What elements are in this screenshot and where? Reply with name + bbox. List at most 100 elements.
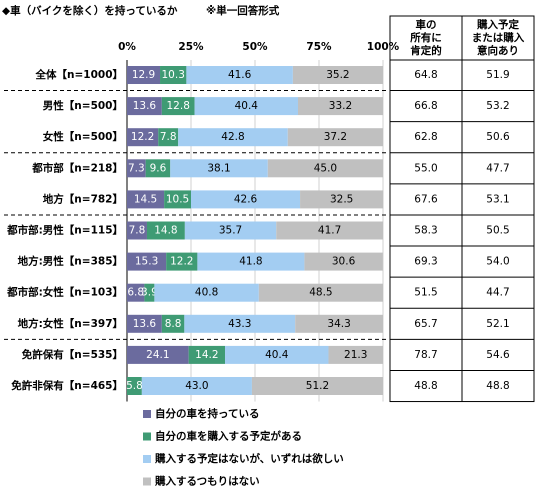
y-tick-label: 地方:男性【n=385】 xyxy=(18,255,123,268)
bar-segment xyxy=(158,128,179,147)
legend-swatch xyxy=(143,477,151,486)
bar-segment xyxy=(188,345,226,364)
data-label: 7.3 xyxy=(128,162,145,174)
table-cell: 67.6 xyxy=(414,193,438,205)
bar-segment xyxy=(298,97,383,116)
table-cell: 51.5 xyxy=(414,287,437,299)
legend-swatch xyxy=(143,432,151,441)
bar-segment xyxy=(197,252,305,271)
legend-label: 自分の車を購入する予定がある xyxy=(155,430,302,443)
bar-segment xyxy=(225,345,329,364)
bar-segment xyxy=(127,252,167,271)
table-header: 所有に xyxy=(410,31,442,44)
data-label: 14.2 xyxy=(195,349,218,361)
bar-segment xyxy=(127,159,146,178)
table-cell: 53.1 xyxy=(486,193,509,205)
data-label: 45.0 xyxy=(314,162,337,174)
table-cell: 55.0 xyxy=(414,162,437,174)
table-cell: 64.8 xyxy=(414,69,437,81)
x-tick-label: 50% xyxy=(242,41,268,53)
bar-segment xyxy=(292,66,383,84)
bar-segment xyxy=(127,97,162,116)
data-label: 9.6 xyxy=(150,162,167,174)
bar-segment xyxy=(146,221,185,240)
bar-segment xyxy=(287,128,383,147)
table-cell: 78.7 xyxy=(414,349,437,361)
table-cell: 54.0 xyxy=(486,256,509,268)
data-label: 40.4 xyxy=(265,349,289,361)
data-label: 7.8 xyxy=(129,225,146,237)
bar-segment xyxy=(145,159,171,178)
bar-segment xyxy=(144,283,155,302)
table-cell: 54.6 xyxy=(486,349,510,361)
data-label: 12.2 xyxy=(131,131,154,143)
bar-segment xyxy=(300,190,384,209)
table-cell: 51.9 xyxy=(486,69,509,81)
data-label: 8.8 xyxy=(165,318,182,330)
bar-segment xyxy=(170,159,268,178)
bar-segment xyxy=(127,314,162,333)
legend-label: 購入するつもりはない xyxy=(154,475,260,488)
bar-segment xyxy=(276,221,383,240)
data-label: 7.8 xyxy=(160,131,177,143)
y-tick-label: 女性【n=500】 xyxy=(43,130,123,143)
y-tick-label: 全体【n=1000】 xyxy=(35,68,124,81)
table-header: 購入予定 xyxy=(476,18,519,31)
data-label: 21.3 xyxy=(344,349,367,361)
data-label: 40.8 xyxy=(195,287,218,299)
y-tick-label: 都市部:男性【n=115】 xyxy=(6,224,123,237)
legend-label: 購入する予定はないが、いずれは欲しい xyxy=(154,452,344,465)
data-label: 13.6 xyxy=(133,100,157,112)
data-label: 5.8 xyxy=(126,380,143,392)
bar-segment xyxy=(127,283,145,302)
x-tick-label: 75% xyxy=(306,41,332,53)
x-tick-label: 100% xyxy=(367,41,400,53)
data-label: 48.5 xyxy=(309,287,332,299)
bar-segment xyxy=(166,252,198,271)
y-tick-label: 都市部【n=218】 xyxy=(31,161,123,174)
data-label: 30.6 xyxy=(332,256,356,268)
chart-subtitle: ※単一回答形式 xyxy=(206,4,280,17)
legend-swatch xyxy=(143,410,151,418)
bar-segment xyxy=(178,128,288,147)
bar-segment xyxy=(186,66,293,84)
bar-segment xyxy=(194,97,299,116)
legend-swatch xyxy=(143,455,151,463)
data-label: 40.4 xyxy=(235,100,259,112)
table-cell: 65.7 xyxy=(414,318,437,330)
y-tick-label: 免許保有【n=535】 xyxy=(22,348,123,361)
bar-segment xyxy=(127,345,189,364)
data-label: 6.8 xyxy=(127,287,144,299)
bar-segment xyxy=(141,377,252,395)
table-cell: 62.8 xyxy=(414,131,437,143)
bar-segment xyxy=(127,377,142,395)
data-label: 51.2 xyxy=(306,380,329,392)
bar-segment xyxy=(184,314,296,333)
bar-segment xyxy=(258,283,383,302)
bar-segment xyxy=(127,190,165,209)
data-label: 12.2 xyxy=(170,256,193,268)
table-header: または購入 xyxy=(472,31,525,44)
table-cell: 44.7 xyxy=(486,287,509,299)
data-label: 35.7 xyxy=(219,225,242,237)
y-tick-label: 男性【n=500】 xyxy=(43,99,123,112)
data-label: 32.5 xyxy=(330,193,353,205)
bar-segment xyxy=(127,128,159,147)
bar-segment xyxy=(164,190,191,209)
table-cell: 58.3 xyxy=(414,225,437,237)
data-label: 41.7 xyxy=(318,225,341,237)
data-label: 12.8 xyxy=(167,100,190,112)
bar-segment xyxy=(161,314,185,333)
table-cell: 66.8 xyxy=(414,100,437,112)
data-label: 24.1 xyxy=(146,349,169,361)
y-tick-label: 地方【n=782】 xyxy=(43,192,123,205)
table-header: 車の xyxy=(416,18,437,31)
bar-segment xyxy=(191,190,301,209)
bar-segment xyxy=(267,159,383,178)
data-label: 13.6 xyxy=(133,318,157,330)
y-tick-label: 免許非保有【n=465】 xyxy=(11,379,123,392)
data-label: 33.2 xyxy=(329,100,352,112)
x-tick-label: 0% xyxy=(118,41,136,53)
data-label: 41.8 xyxy=(239,256,262,268)
data-label: 34.3 xyxy=(327,318,350,330)
